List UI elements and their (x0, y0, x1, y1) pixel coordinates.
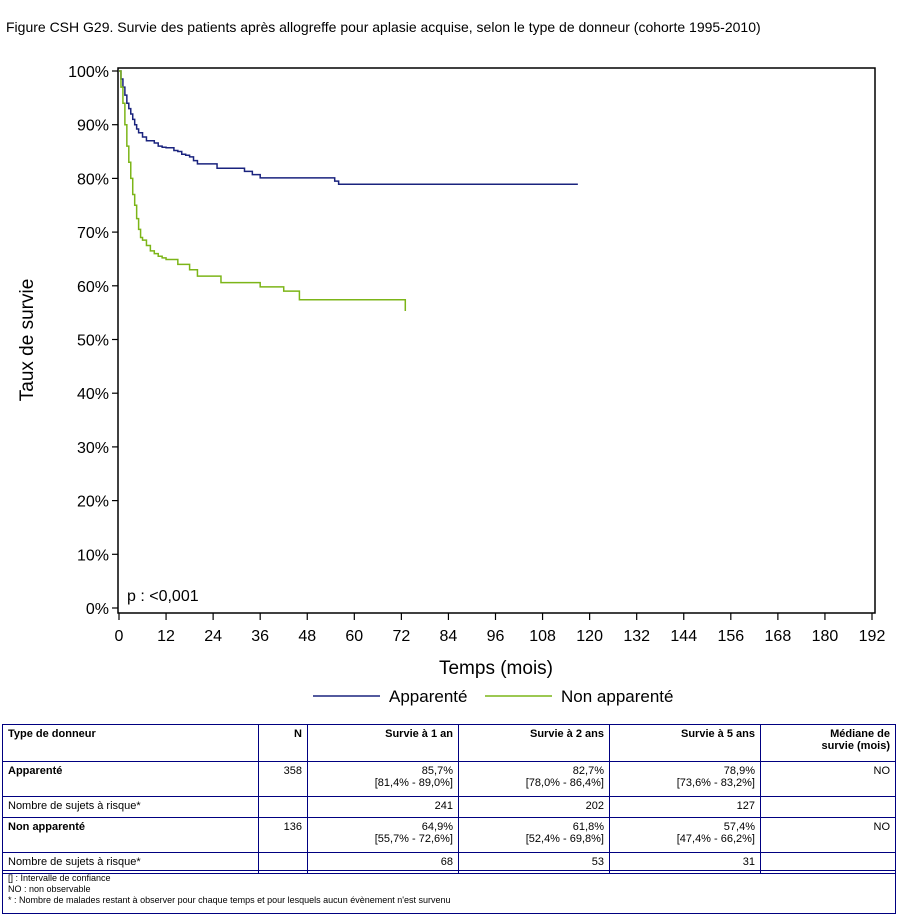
x-tick-label: 48 (298, 628, 316, 645)
x-tick-label: 156 (717, 628, 744, 645)
risk-2y: 202 (458, 796, 610, 818)
footnotes: [] : Intervalle de confiance NO : non ob… (2, 870, 896, 914)
col-header-n: N (258, 724, 308, 762)
x-tick-label: 0 (115, 628, 124, 645)
empty-cell (760, 852, 896, 874)
col-header-s1: Survie à 1 an (307, 724, 459, 762)
survival-1y: 64,9% [55,7% - 72,6%] (307, 817, 459, 853)
risk-1y: 68 (307, 852, 459, 874)
risk-5y: 127 (609, 796, 761, 818)
figure-title: Figure CSH G29. Survie des patients aprè… (6, 19, 761, 35)
table-row: Apparenté 358 85,7% [81,4% - 89,0%] 82,7%… (2, 761, 896, 797)
legend-label: Apparenté (389, 687, 467, 706)
survival-value: 64,9% (421, 821, 453, 833)
survival-5y: 57,4% [47,4% - 66,2%] (609, 817, 761, 853)
risk-label: Nombre de sujets à risque* (2, 852, 259, 874)
x-tick-label: 96 (487, 628, 505, 645)
survival-value: 57,4% (723, 821, 755, 833)
group-label: Non apparenté (2, 817, 259, 853)
survival-value: 85,7% (421, 765, 453, 777)
legend-label: Non apparenté (561, 687, 673, 706)
plot-frame (117, 67, 876, 614)
col-header-median: Médiane de survie (mois) (760, 724, 896, 762)
confidence-interval: [73,6% - 83,2%] (676, 777, 755, 789)
table-row: Nombre de sujets à risque* 68 53 31 (2, 852, 896, 874)
y-axis-title: Taux de survie (17, 279, 38, 402)
table-header-row: Type de donneur N Survie à 1 an Survie à… (2, 724, 896, 762)
median-header-line1: Médiane de (830, 728, 890, 740)
y-tick-label: 10% (77, 547, 109, 564)
x-tick-label: 72 (392, 628, 410, 645)
x-tick-label: 180 (812, 628, 839, 645)
survival-2y: 82,7% [78,0% - 86,4%] (458, 761, 610, 797)
survival-chart: 0% 10% 20% 30% 40% 50% 60% 70% 80% 90% 100% 0 12 24 3… (17, 64, 886, 706)
survival-value: 61,8% (572, 821, 604, 833)
footnote-ci: [] : Intervalle de confiance (8, 873, 111, 883)
x-tick-label: 108 (529, 628, 556, 645)
x-tick-label: 120 (576, 628, 603, 645)
x-tick-label: 12 (157, 628, 175, 645)
table-row: Nombre de sujets à risque* 241 202 127 (2, 796, 896, 818)
footnote-risk: * : Nombre de malades restant à observer… (8, 895, 451, 905)
survival-value: 78,9% (723, 765, 755, 777)
series-layer (119, 70, 578, 312)
group-n: 136 (258, 817, 308, 853)
x-tick-label: 144 (670, 628, 697, 645)
group-n: 358 (258, 761, 308, 797)
empty-cell (258, 796, 308, 818)
col-header-s2: Survie à 2 ans (458, 724, 610, 762)
x-tick-label: 36 (251, 628, 269, 645)
y-tick-label: 30% (77, 440, 109, 457)
risk-1y: 241 (307, 796, 459, 818)
median-survival: NO (760, 761, 896, 797)
series-line-apparente (119, 70, 578, 186)
y-tick-label: 80% (77, 171, 109, 188)
survival-1y: 85,7% [81,4% - 89,0%] (307, 761, 459, 797)
p-value-annotation: p : <0,001 (127, 588, 199, 605)
x-tick-label: 84 (440, 628, 458, 645)
table-row: Non apparenté 136 64,9% [55,7% - 72,6%] 6… (2, 817, 896, 853)
y-tick-label: 50% (77, 333, 109, 350)
x-tick-label: 168 (765, 628, 792, 645)
median-survival: NO (760, 817, 896, 853)
survival-value: 82,7% (572, 765, 604, 777)
confidence-interval: [55,7% - 72,6%] (374, 833, 453, 845)
x-tick-label: 132 (623, 628, 650, 645)
x-tick-label: 24 (204, 628, 222, 645)
y-tick-label: 100% (68, 64, 109, 81)
group-label: Apparenté (2, 761, 259, 797)
footnote-no: NO : non observable (8, 884, 91, 894)
confidence-interval: [78,0% - 86,4%] (525, 777, 604, 789)
y-tick-label: 20% (77, 494, 109, 511)
confidence-interval: [52,4% - 69,8%] (525, 833, 604, 845)
y-tick-label: 0% (86, 601, 109, 618)
confidence-interval: [81,4% - 89,0%] (374, 777, 453, 789)
survival-table: Type de donneur N Survie à 1 an Survie à… (2, 724, 896, 874)
x-tick-label: 60 (345, 628, 363, 645)
x-axis-title: Temps (mois) (439, 658, 553, 679)
series-line-non-apparente (119, 70, 407, 312)
risk-2y: 53 (458, 852, 610, 874)
median-header-line2: survie (mois) (821, 740, 890, 752)
risk-label: Nombre de sujets à risque* (2, 796, 259, 818)
col-header-s5: Survie à 5 ans (609, 724, 761, 762)
y-tick-label: 90% (77, 118, 109, 135)
survival-2y: 61,8% [52,4% - 69,8%] (458, 817, 610, 853)
x-axis: 0 12 24 36 48 60 72 84 96 108 120 132 144 156 168 180 19… (115, 613, 886, 645)
x-tick-label: 192 (859, 628, 886, 645)
col-header-type: Type de donneur (2, 724, 259, 762)
y-tick-label: 40% (77, 386, 109, 403)
y-tick-label: 60% (77, 279, 109, 296)
legend: Apparenté Non apparenté (313, 687, 673, 706)
confidence-interval: [47,4% - 66,2%] (676, 833, 755, 845)
y-axis: 0% 10% 20% 30% 40% 50% 60% 70% 80% 90% 100% (68, 64, 118, 618)
y-tick-label: 70% (77, 225, 109, 242)
survival-5y: 78,9% [73,6% - 83,2%] (609, 761, 761, 797)
empty-cell (760, 796, 896, 818)
